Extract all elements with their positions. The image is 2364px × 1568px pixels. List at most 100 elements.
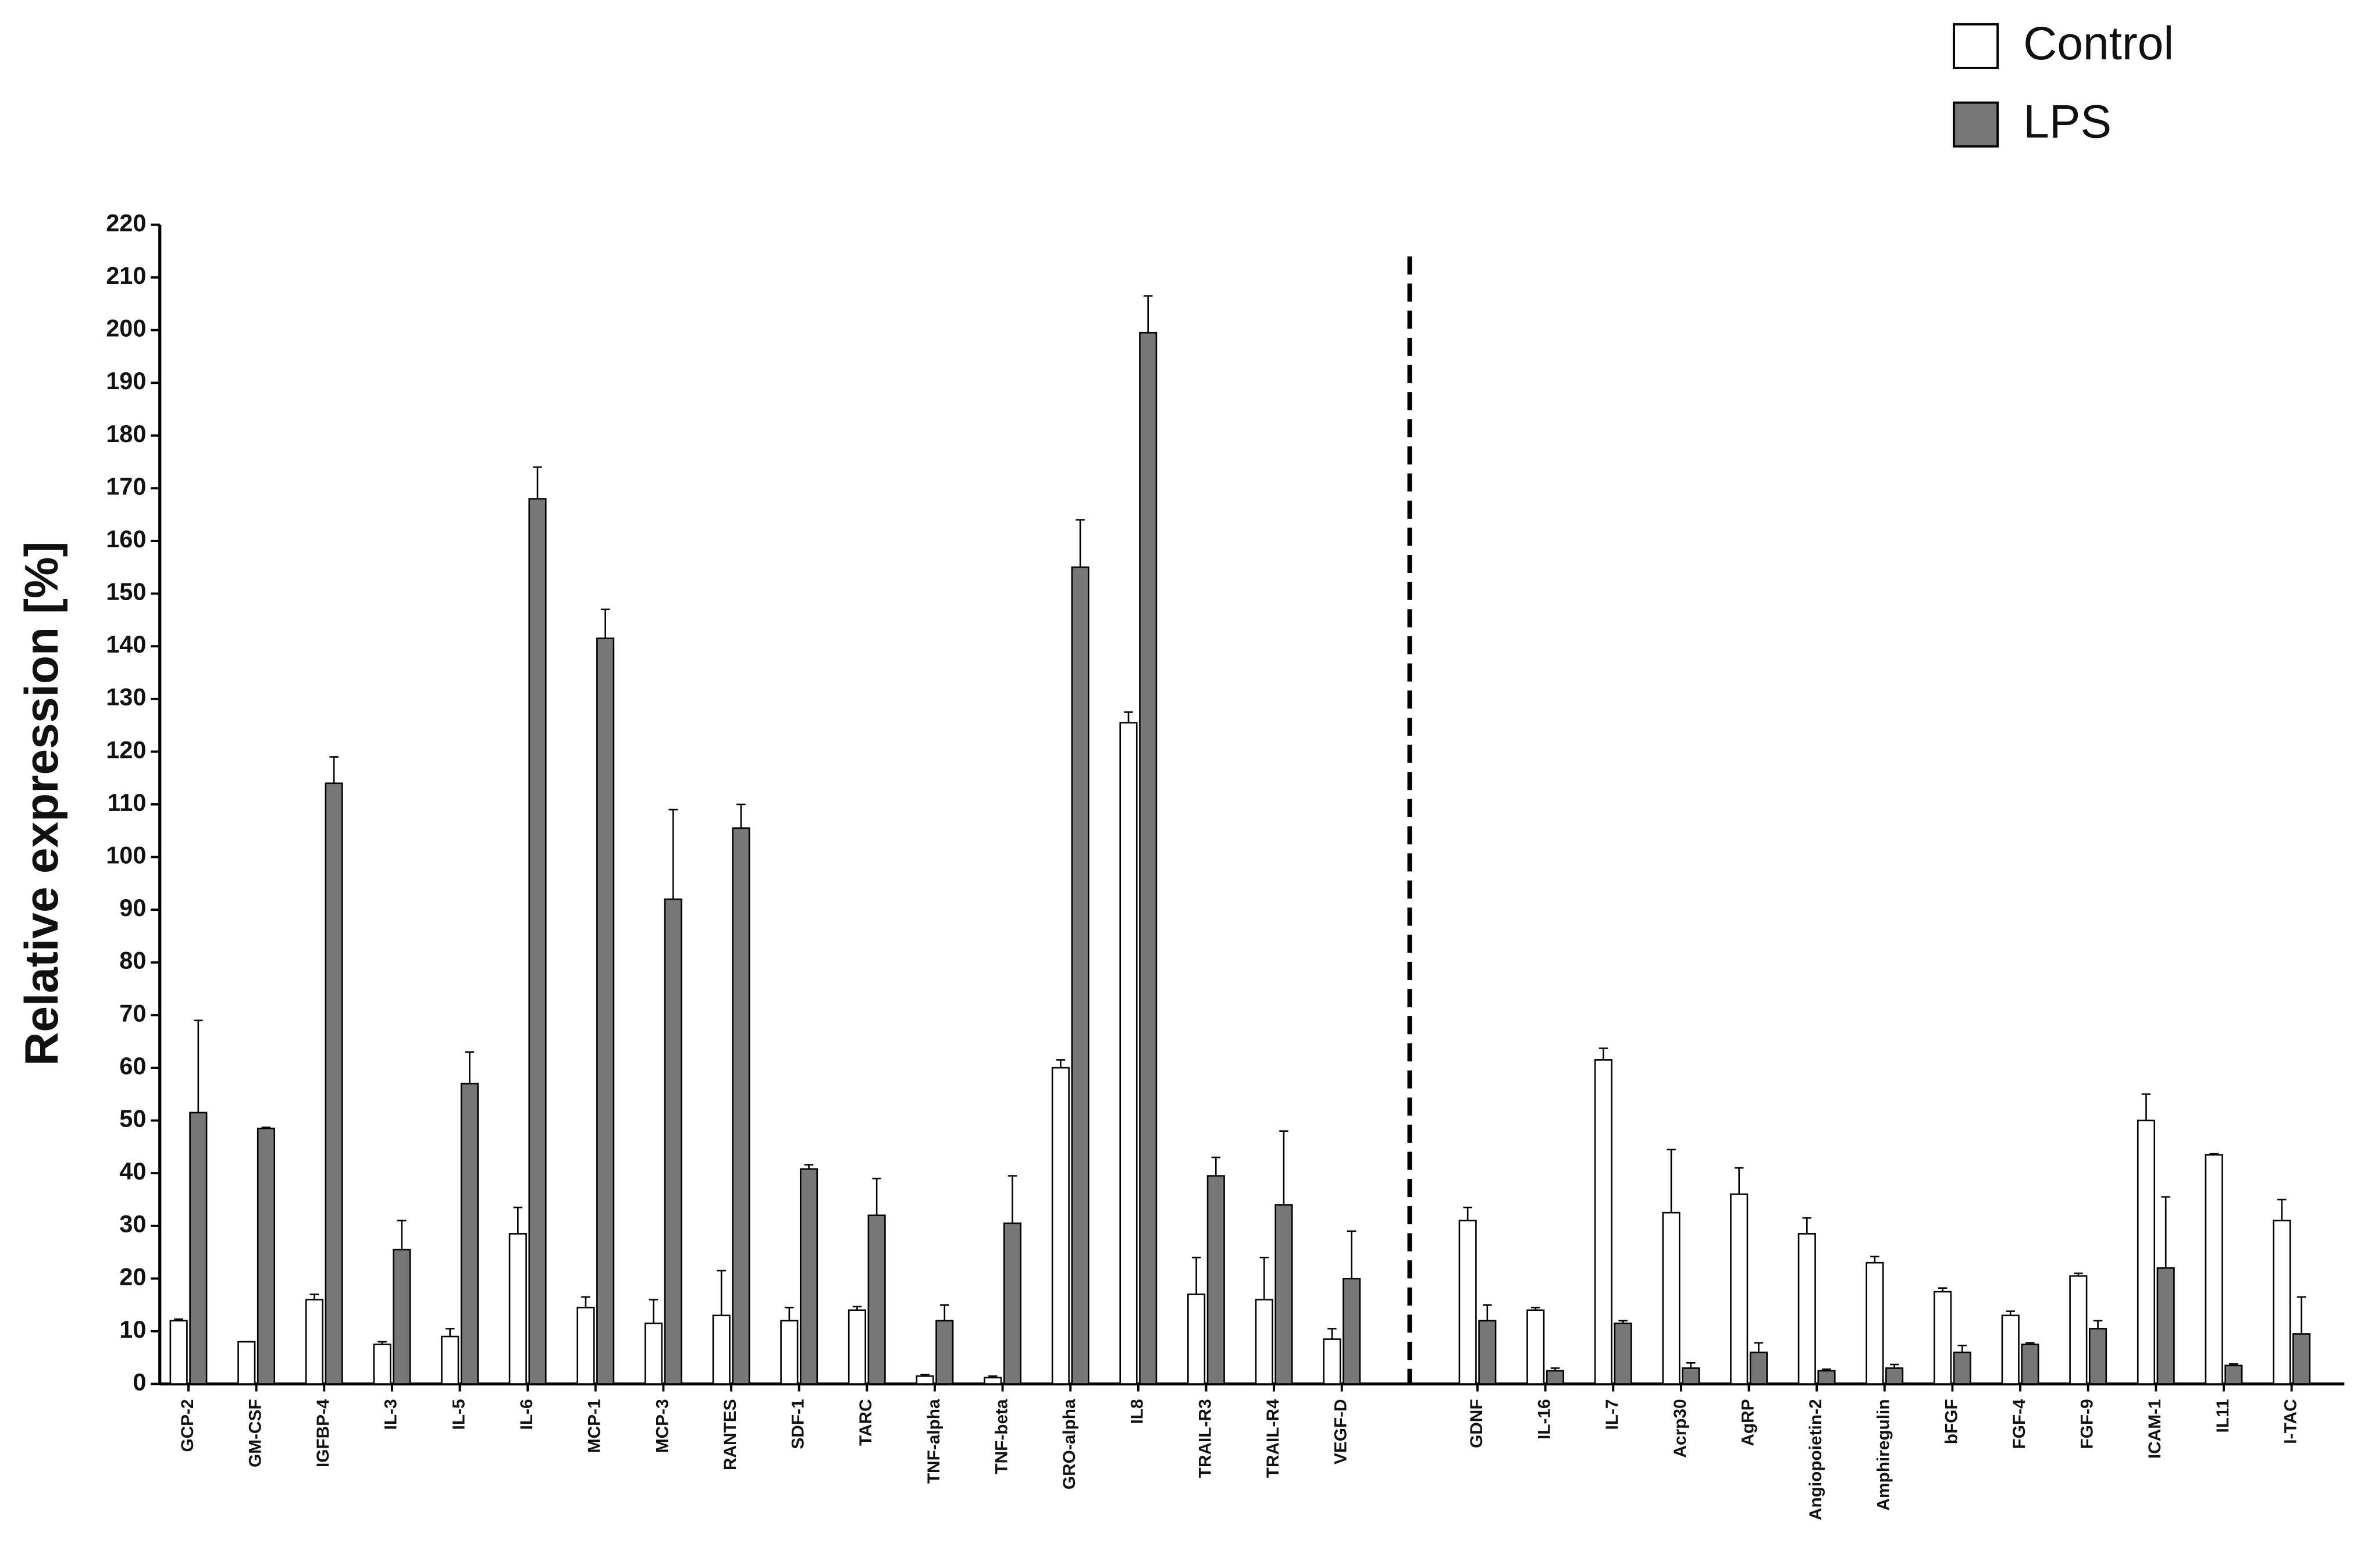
legend-label: LPS <box>2023 96 2112 148</box>
bar <box>2273 1220 2291 1385</box>
y-tick-label: 160 <box>106 525 146 553</box>
x-tick-label: Acrp30 <box>1671 1399 1690 1457</box>
bar <box>799 1168 818 1385</box>
bar <box>2069 1275 2088 1385</box>
bar <box>1323 1338 1341 1385</box>
x-tick-label: SDF-1 <box>789 1399 808 1449</box>
y-tick-label: 30 <box>119 1210 146 1238</box>
x-tick-label: RANTES <box>721 1399 740 1470</box>
y-tick-label: 0 <box>133 1369 146 1396</box>
bar <box>1119 722 1138 1385</box>
x-tick-label: MCP-1 <box>585 1399 604 1453</box>
bar <box>2292 1333 2310 1385</box>
x-tick-label: Amphiregulin <box>1874 1399 1893 1510</box>
bar <box>1003 1222 1021 1385</box>
x-tick-label: IL8 <box>1128 1399 1147 1424</box>
bar <box>2137 1120 2156 1385</box>
y-tick-label: 20 <box>119 1263 146 1290</box>
x-tick-label: GM-CSF <box>245 1399 265 1467</box>
x-tick-label: IL-6 <box>517 1399 536 1430</box>
x-tick-label: GRO-alpha <box>1060 1399 1079 1489</box>
bar <box>1206 1175 1225 1385</box>
bar <box>2224 1364 2243 1385</box>
y-tick-label: 220 <box>106 209 146 236</box>
bar <box>528 498 547 1385</box>
bar <box>645 1323 663 1385</box>
x-tick-label: TNF-beta <box>992 1399 1011 1474</box>
bar <box>848 1309 867 1385</box>
x-tick-label: TRAIL-R4 <box>1263 1399 1283 1478</box>
y-tick-label: 110 <box>108 789 147 816</box>
bar <box>664 898 682 1385</box>
x-tick-label: ICAM-1 <box>2145 1399 2164 1459</box>
bar <box>305 1299 323 1385</box>
bar <box>1071 566 1090 1385</box>
bar <box>1817 1370 1836 1385</box>
y-tick-label: 50 <box>119 1105 146 1132</box>
bar <box>732 827 750 1385</box>
x-tick-label: GCP-2 <box>178 1399 197 1452</box>
bar <box>1885 1367 1904 1385</box>
bar <box>1797 1233 1816 1385</box>
bar <box>1594 1059 1612 1385</box>
bar <box>1953 1351 1971 1385</box>
bar <box>576 1306 595 1385</box>
bar <box>1662 1211 1681 1385</box>
x-tick-label: TNF-alpha <box>924 1399 944 1484</box>
legend-label: Control <box>2023 17 2174 70</box>
bar <box>325 782 343 1385</box>
bar <box>508 1233 527 1385</box>
y-tick-label: 200 <box>106 315 146 342</box>
x-tick-label: IL-3 <box>382 1399 401 1430</box>
bar <box>867 1214 886 1385</box>
y-tick-label: 10 <box>119 1316 146 1343</box>
legend-swatch <box>1953 101 1999 148</box>
bar <box>1934 1291 1952 1385</box>
x-tick-label: IL-7 <box>1603 1399 1622 1430</box>
x-tick-label: bFGF <box>1942 1399 1961 1444</box>
bar <box>1478 1320 1497 1385</box>
y-tick-label: 40 <box>119 1157 146 1185</box>
x-tick-label: MCP-3 <box>653 1399 672 1453</box>
y-tick-label: 190 <box>106 367 146 394</box>
y-axis-label: Relative expression [%] <box>16 541 68 1066</box>
bar <box>189 1111 208 1385</box>
legend-swatch <box>1953 23 1999 69</box>
bar <box>1343 1278 1361 1385</box>
bar <box>2088 1328 2107 1385</box>
x-tick-label: FGF-9 <box>2078 1399 2097 1449</box>
y-tick-label: 180 <box>106 420 146 447</box>
bar <box>257 1127 276 1385</box>
x-tick-label: AgRP <box>1738 1399 1757 1446</box>
bar <box>1051 1067 1070 1385</box>
x-tick-label: FGF-4 <box>2010 1399 2029 1449</box>
bar <box>2001 1314 2020 1385</box>
y-tick-label: 70 <box>119 999 146 1027</box>
bar <box>935 1320 954 1385</box>
y-tick-label: 210 <box>106 262 146 289</box>
bar <box>441 1335 460 1385</box>
x-tick-label: IL-16 <box>1535 1399 1554 1439</box>
bar <box>460 1082 479 1385</box>
bar <box>916 1375 934 1385</box>
y-tick-label: 140 <box>106 630 146 658</box>
bar <box>1749 1351 1768 1385</box>
x-tick-label: TRAIL-R3 <box>1195 1399 1215 1478</box>
bar <box>1255 1299 1273 1385</box>
x-tick-label: Angiopoietin-2 <box>1806 1399 1825 1520</box>
x-tick-label: IL11 <box>2213 1399 2233 1432</box>
y-tick-label: 170 <box>106 472 146 500</box>
bar <box>1274 1204 1293 1385</box>
y-tick-label: 90 <box>119 894 146 921</box>
bar <box>373 1344 391 1385</box>
bar <box>1139 332 1158 1385</box>
bar <box>1614 1323 1632 1385</box>
x-tick-label: I-TAC <box>2281 1399 2300 1444</box>
x-tick-label: VEGF-D <box>1331 1399 1351 1464</box>
bar <box>2021 1344 2039 1385</box>
x-tick-label: IL-5 <box>449 1399 468 1430</box>
bar <box>1682 1367 1700 1385</box>
y-tick-label: 150 <box>106 578 146 605</box>
